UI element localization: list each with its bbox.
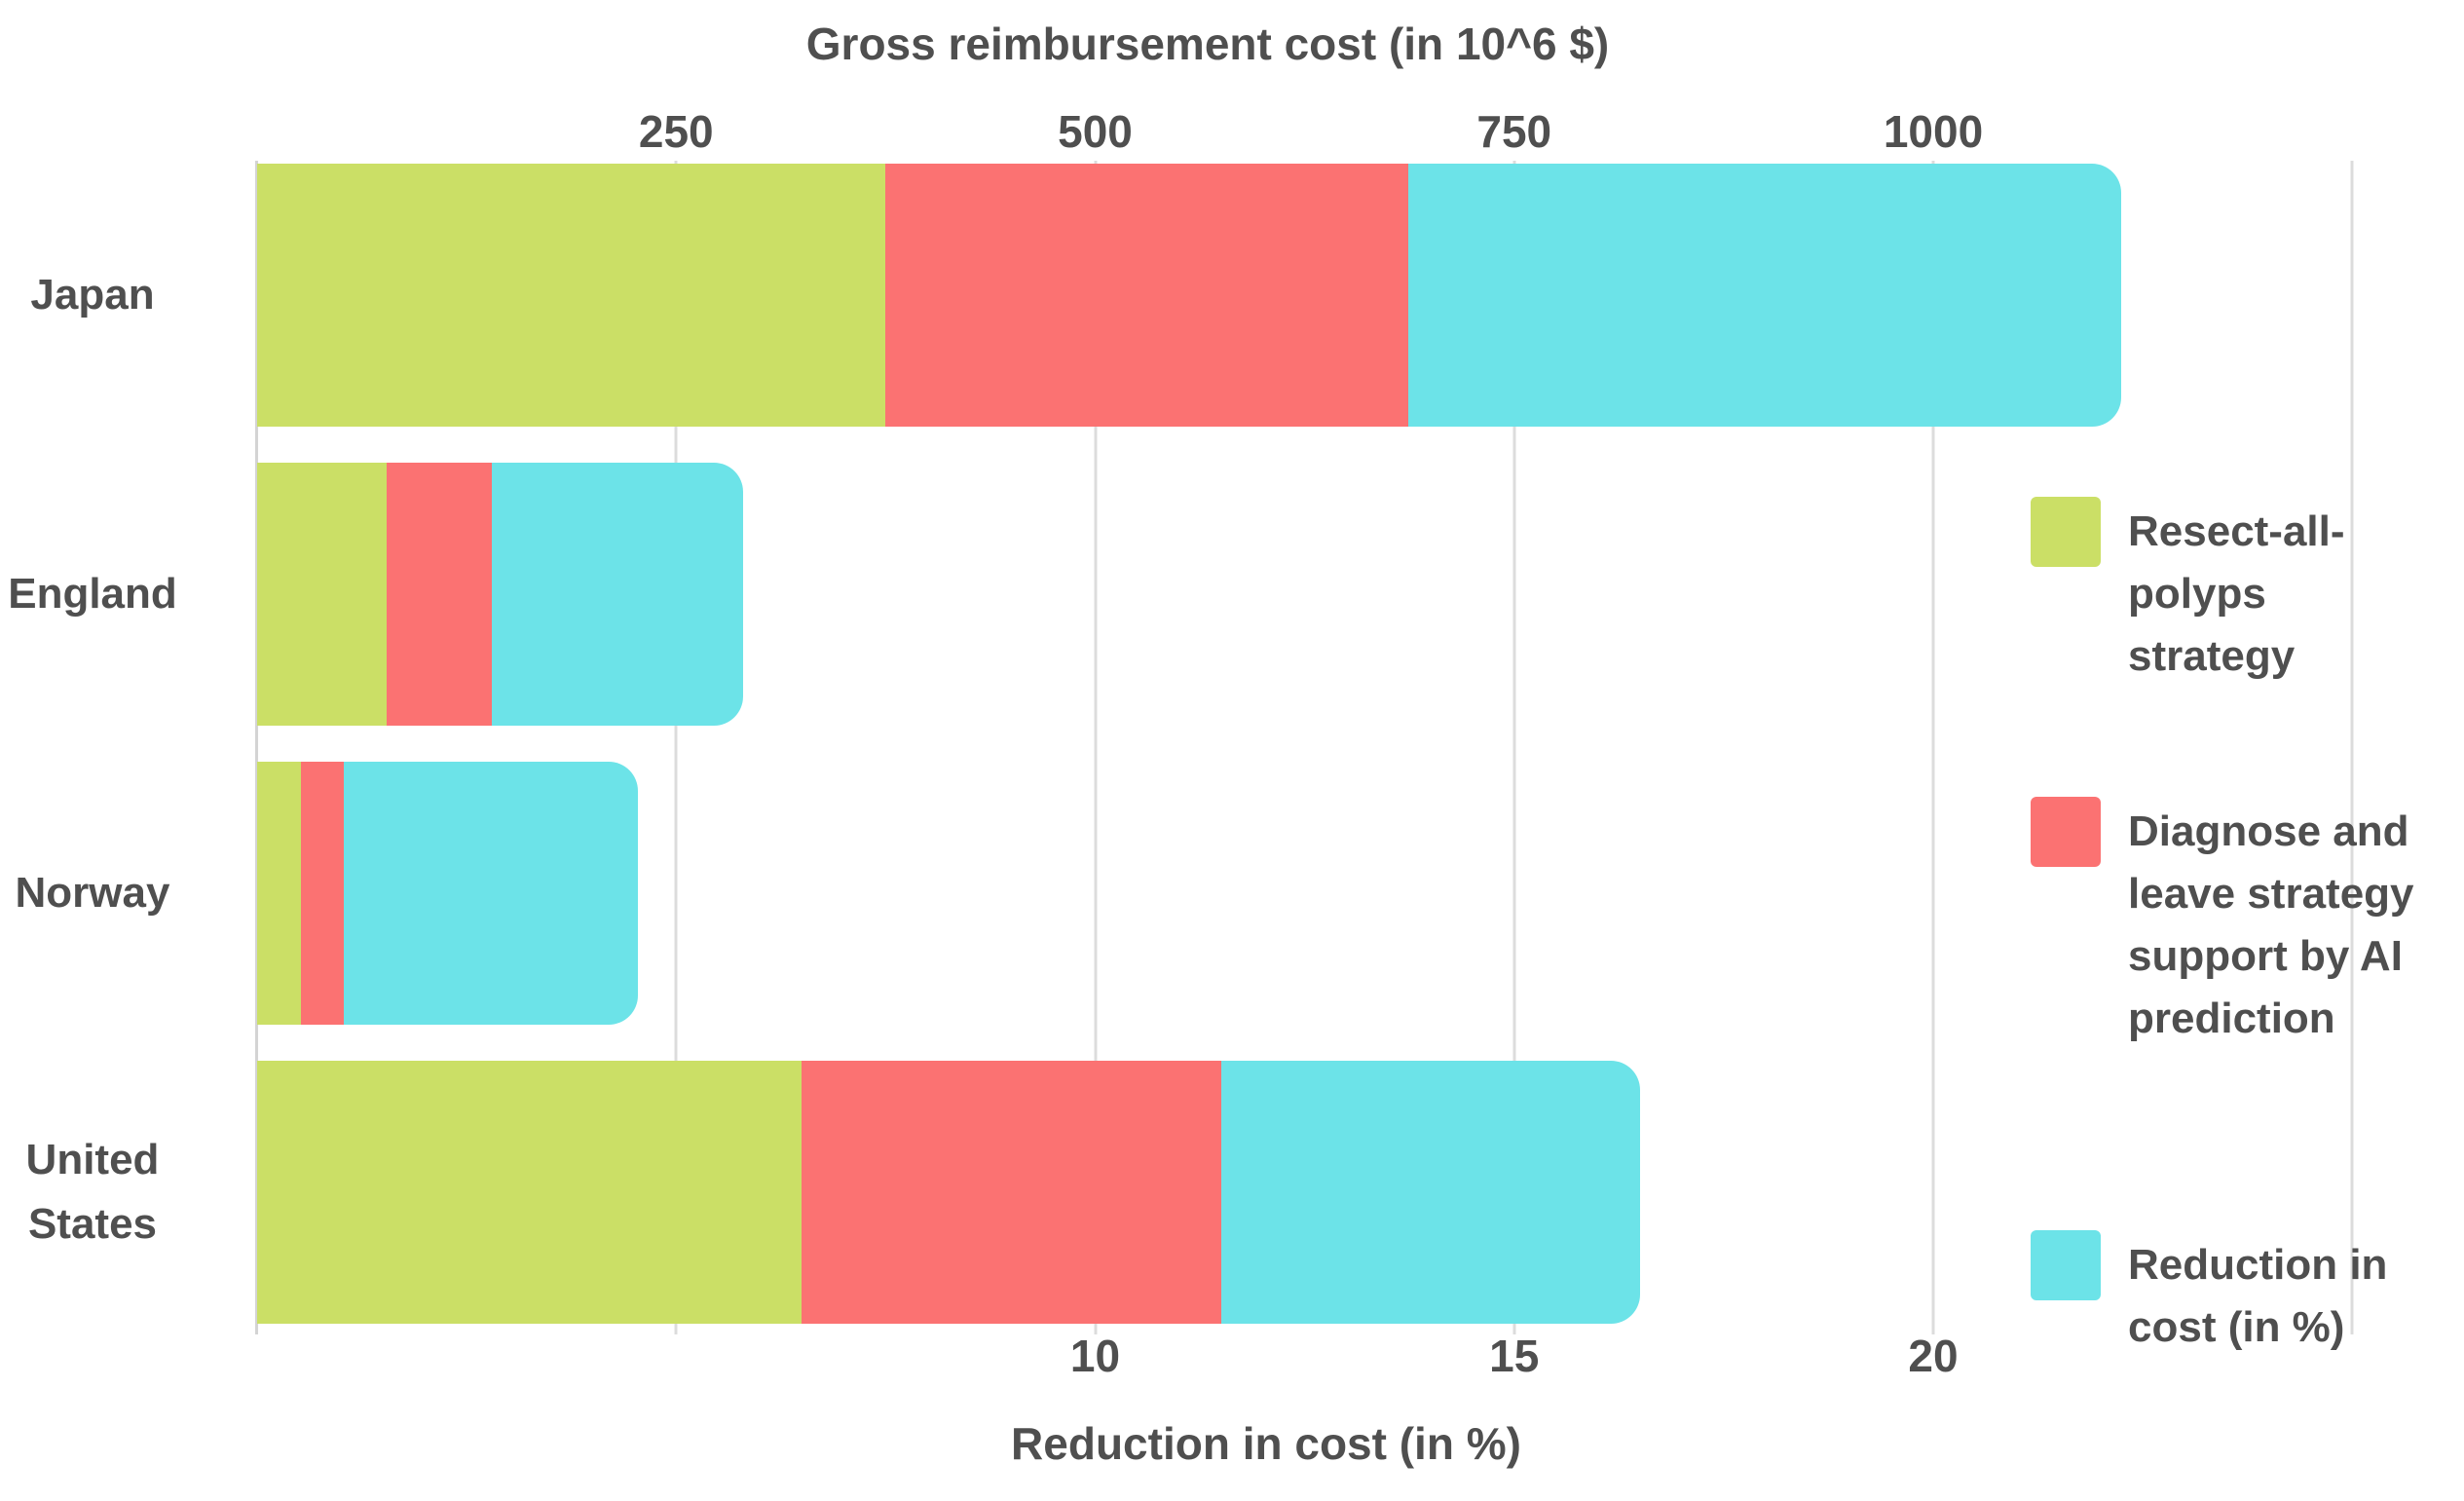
bar-segment [1408,164,2121,427]
bar-segment [300,762,345,1025]
bar-england [257,463,744,726]
bar-segment [344,762,638,1025]
bottom-axis-tick-label: 10 [1069,1331,1121,1381]
bottom-axis-tick-label: 15 [1489,1331,1540,1381]
bar-segment [1220,1061,1640,1324]
gridline [2350,161,2354,1334]
top-axis-tick-label: 750 [1476,106,1552,157]
gridline [674,161,678,1334]
gridline [1512,161,1516,1334]
bar-united-states [257,1061,1640,1324]
bar-segment [257,463,387,726]
top-axis-tick-label: 250 [638,106,714,157]
category-label-united-states: United States [25,1136,160,1248]
top-axis-title: Gross reimbursement cost (in 10^6 $) [805,19,1610,69]
legend-item: Resect-all- polyps strategy [2031,497,2345,688]
bottom-axis-tick-label: 20 [1908,1331,1959,1381]
legend-label: Reduction in cost (in %) [2128,1241,2388,1351]
bar-norway [257,762,638,1025]
bar-segment [491,463,744,726]
bar-segment [802,1061,1221,1324]
legend-swatch [2031,797,2101,867]
y-axis-line [255,161,258,1334]
bar-segment [257,1061,803,1324]
gridline [1931,161,1935,1334]
bar-segment [885,164,1409,427]
legend-swatch [2031,1230,2101,1300]
bottom-axis-title: Reduction in cost (in %) [1011,1418,1521,1469]
bar-segment [257,164,886,427]
legend-label: Resect-all- polyps strategy [2128,507,2345,680]
category-label-japan: Japan [30,271,155,319]
plot-area [255,161,2396,1334]
top-axis-tick-label: 500 [1058,106,1133,157]
legend-swatch [2031,497,2101,567]
gridline [1094,161,1097,1334]
bar-segment [257,762,301,1025]
legend-item: Diagnose and leave strategy support by A… [2031,797,2414,1050]
legend-item: Reduction in cost (in %) [2031,1230,2387,1359]
top-axis-tick-label: 1000 [1883,106,1984,157]
bar-segment [386,463,492,726]
category-label-norway: Norway [15,869,170,917]
legend-label: Diagnose and leave strategy support by A… [2128,807,2414,1042]
bar-japan [257,164,2121,427]
category-label-england: England [8,570,177,618]
